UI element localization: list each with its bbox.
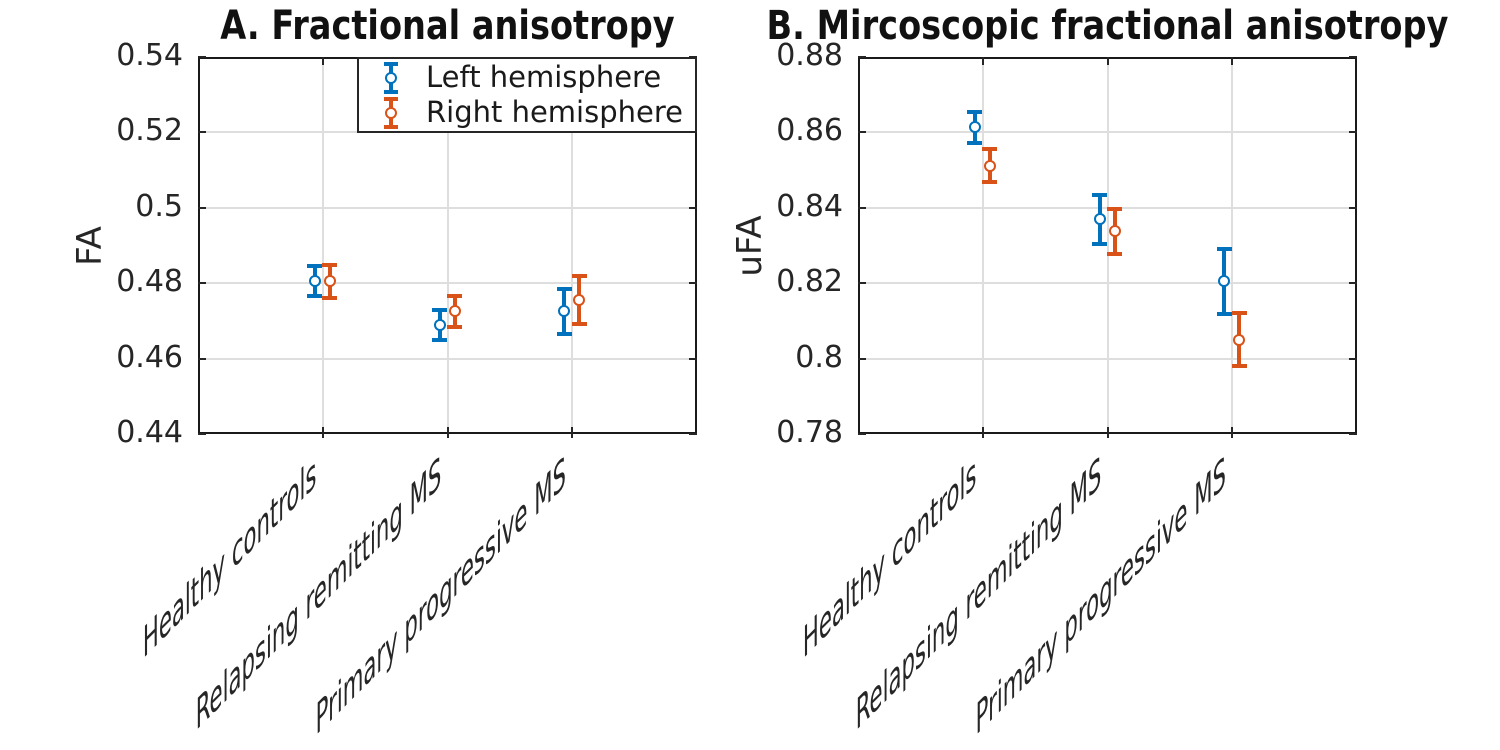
errorbar-cap-top bbox=[432, 307, 447, 312]
y-tick-right bbox=[1349, 131, 1357, 134]
data-point-marker bbox=[1233, 333, 1246, 346]
gridline-vertical bbox=[1231, 59, 1234, 432]
x-tick-top bbox=[1231, 57, 1234, 65]
data-point-marker bbox=[968, 121, 981, 134]
errorbar-cap-bottom bbox=[1092, 241, 1107, 246]
y-tick-left bbox=[858, 56, 866, 58]
errorbar-cap-bottom bbox=[307, 294, 323, 299]
y-tick-label: 0.86 bbox=[776, 113, 843, 149]
y-tick-left bbox=[858, 357, 866, 360]
panel-b-axes: 0.78 0.8 0.82 0.84 0.86 0.88 Healthy controls R… bbox=[776, 39, 1357, 747]
y-tick-right bbox=[1349, 433, 1357, 435]
y-tick-label: 0.52 bbox=[116, 113, 183, 149]
errorbar-cap-top bbox=[967, 109, 983, 114]
errorbar-cap-bottom bbox=[556, 332, 572, 337]
errorbar-cap-top bbox=[982, 146, 998, 151]
y-tick-left bbox=[858, 206, 866, 209]
y-tick-label: 0.88 bbox=[776, 38, 843, 73]
y-tick-right bbox=[1349, 206, 1357, 209]
y-tick-right bbox=[1349, 357, 1357, 360]
errorbar-cap-top bbox=[1092, 192, 1107, 197]
y-tick-left bbox=[198, 206, 206, 209]
y-tick-label: 0.48 bbox=[116, 264, 183, 300]
y-tick-left bbox=[858, 433, 866, 435]
errorbar-cap-bottom bbox=[432, 337, 447, 342]
legend-label-right-hemisphere: Right hemisphere bbox=[426, 95, 683, 129]
y-tick-left bbox=[198, 56, 206, 58]
x-tick-top bbox=[981, 57, 984, 65]
errorbar-cap-top bbox=[556, 286, 572, 291]
panel-a-title: A. Fractional anisotropy bbox=[220, 3, 675, 49]
gridline-vertical bbox=[571, 59, 574, 432]
data-point-marker bbox=[323, 275, 336, 288]
data-point-marker bbox=[558, 305, 571, 318]
errorbar-cap-top bbox=[1231, 311, 1247, 316]
data-point-marker bbox=[983, 159, 996, 172]
panel-a-axes: Left hemisphere Right hemisphere 0.44 0.4… bbox=[116, 39, 697, 747]
errorbar-cap-bottom bbox=[1216, 311, 1232, 316]
y-tick-label: 0.84 bbox=[776, 188, 843, 224]
errorbar-cap-top bbox=[322, 263, 338, 268]
data-point-marker bbox=[573, 294, 586, 307]
y-tick-right bbox=[689, 433, 697, 435]
y-tick-right bbox=[1349, 282, 1357, 285]
errorbar-cap-bottom bbox=[447, 325, 462, 330]
legend-row-right-hemisphere: Right hemisphere bbox=[357, 95, 697, 130]
y-tick-label: 0.78 bbox=[776, 415, 843, 450]
data-point-marker bbox=[1218, 275, 1231, 288]
y-tick-right bbox=[1349, 56, 1357, 58]
y-tick-label: 0.44 bbox=[116, 415, 183, 450]
x-tick-bottom bbox=[321, 427, 324, 438]
errorbar-cap-top bbox=[447, 293, 462, 298]
y-tick-right bbox=[689, 206, 697, 209]
y-tick-label: 0.46 bbox=[116, 339, 183, 375]
errorbar-marker-icon bbox=[379, 96, 403, 130]
x-tick-top bbox=[1106, 57, 1109, 65]
legend-row-left-hemisphere: Left hemisphere bbox=[357, 60, 697, 95]
errorbar-cap-bottom bbox=[571, 321, 587, 326]
gridline-vertical bbox=[981, 59, 984, 432]
y-tick-label: 0.5 bbox=[135, 188, 183, 224]
errorbar-cap-bottom bbox=[1231, 364, 1247, 369]
legend: Left hemisphere Right hemisphere bbox=[357, 57, 697, 133]
y-tick-left bbox=[858, 131, 866, 134]
gridline-vertical bbox=[321, 59, 324, 432]
data-point-marker bbox=[1108, 225, 1121, 238]
gridline-vertical bbox=[446, 59, 449, 432]
errorbar-cap-top bbox=[307, 264, 323, 269]
x-tick-top bbox=[321, 57, 324, 65]
errorbar-cap-top bbox=[571, 274, 587, 279]
data-point-marker bbox=[308, 275, 321, 288]
y-tick-left bbox=[858, 282, 866, 285]
y-tick-left bbox=[198, 282, 206, 285]
x-tick-bottom bbox=[1231, 427, 1234, 438]
errorbar-marker-icon bbox=[379, 61, 403, 95]
legend-label-left-hemisphere: Left hemisphere bbox=[426, 60, 662, 94]
y-tick-left bbox=[198, 433, 206, 435]
y-tick-right bbox=[689, 282, 697, 285]
errorbar-cap-bottom bbox=[1107, 251, 1122, 256]
x-tick-bottom bbox=[446, 427, 449, 438]
errorbar-cap-bottom bbox=[322, 295, 338, 300]
y-tick-left bbox=[198, 357, 206, 360]
panel-b-title: B. Mircoscopic fractional anisotropy bbox=[766, 3, 1449, 49]
x-tick-bottom bbox=[1106, 427, 1109, 438]
y-tick-label: 0.54 bbox=[116, 38, 183, 73]
errorbar-cap-bottom bbox=[982, 180, 998, 185]
x-tick-bottom bbox=[981, 427, 984, 438]
y-tick-left bbox=[198, 131, 206, 134]
x-tick-bottom bbox=[571, 427, 574, 438]
errorbar-cap-bottom bbox=[967, 141, 983, 146]
errorbar-cap-top bbox=[1107, 206, 1122, 211]
data-point-marker bbox=[448, 305, 461, 318]
gridline-vertical bbox=[1106, 59, 1109, 432]
errorbar-cap-top bbox=[1216, 246, 1232, 251]
y-tick-right bbox=[689, 357, 697, 360]
y-tick-label: 0.8 bbox=[795, 339, 843, 375]
data-point-marker bbox=[1093, 213, 1106, 226]
data-point-marker bbox=[433, 318, 446, 331]
y-tick-label: 0.82 bbox=[776, 264, 843, 300]
